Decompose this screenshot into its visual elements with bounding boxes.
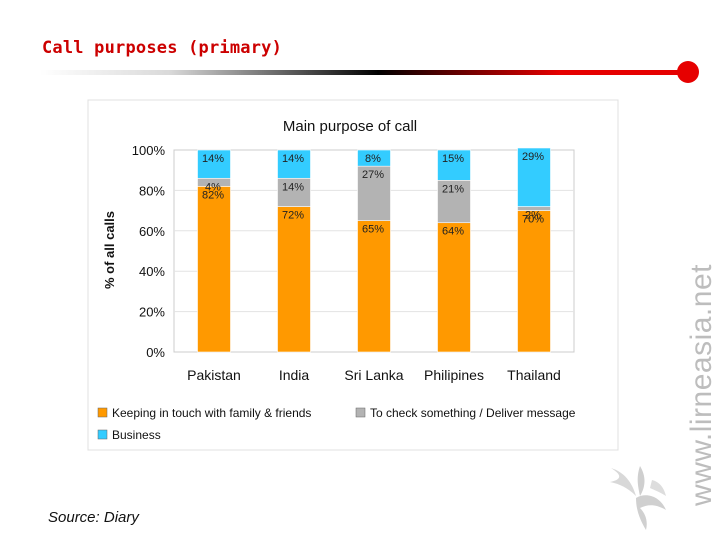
y-tick-label: 60%: [139, 224, 165, 239]
bar-segment: [197, 186, 231, 353]
data-label: 27%: [362, 169, 384, 181]
data-label: 14%: [202, 153, 224, 165]
y-tick-label: 100%: [132, 143, 166, 158]
bar-segment: [277, 206, 311, 353]
title-accent-dot: [677, 61, 699, 83]
legend-label: To check something / Deliver message: [370, 406, 576, 420]
legend-swatch: [97, 407, 108, 418]
data-label: 14%: [282, 181, 304, 193]
bar-segment: [357, 220, 391, 353]
data-label: 2%: [525, 210, 541, 222]
data-label: 4%: [205, 181, 221, 193]
legend-swatch: [355, 407, 366, 418]
x-tick-label: India: [279, 367, 310, 383]
watermark-url: www.lirneasia.net: [685, 264, 718, 506]
data-label: 70%: [522, 214, 544, 226]
data-label: 15%: [442, 153, 464, 165]
data-label: 29%: [522, 151, 544, 163]
bar-segment: [197, 149, 231, 179]
bar-segment: [357, 149, 391, 167]
lirneasia-logo-icon: [610, 466, 666, 530]
x-tick-label: Pakistan: [187, 367, 241, 383]
bar-segment: [437, 149, 471, 181]
data-label: 65%: [362, 224, 384, 236]
data-label: 82%: [202, 189, 224, 201]
bar-segment: [277, 149, 311, 179]
legend-label: Business: [112, 428, 161, 442]
title-divider-line: [40, 70, 690, 75]
legend-label: Keeping in touch with family & friends: [112, 406, 311, 420]
y-tick-label: 20%: [139, 305, 165, 320]
slide-title: Call purposes (primary): [42, 38, 283, 58]
data-label: 72%: [282, 210, 304, 222]
x-tick-label: Sri Lanka: [344, 367, 403, 383]
bar-segment: [517, 210, 551, 353]
legend-swatch: [97, 429, 108, 440]
data-label: 14%: [282, 153, 304, 165]
data-label: 8%: [365, 153, 381, 165]
x-tick-label: Philipines: [424, 367, 484, 383]
bar-segment: [517, 147, 551, 207]
bar-segment: [437, 222, 471, 353]
y-axis-label: % of all calls: [102, 211, 117, 289]
data-label: 21%: [442, 183, 464, 195]
y-tick-label: 80%: [139, 183, 165, 198]
source-note: Source: Diary: [48, 509, 139, 526]
x-tick-label: Thailand: [507, 367, 561, 383]
y-tick-label: 40%: [139, 264, 165, 279]
chart-title: Main purpose of call: [283, 118, 417, 135]
data-label: 64%: [442, 226, 464, 238]
y-tick-label: 0%: [146, 345, 165, 360]
